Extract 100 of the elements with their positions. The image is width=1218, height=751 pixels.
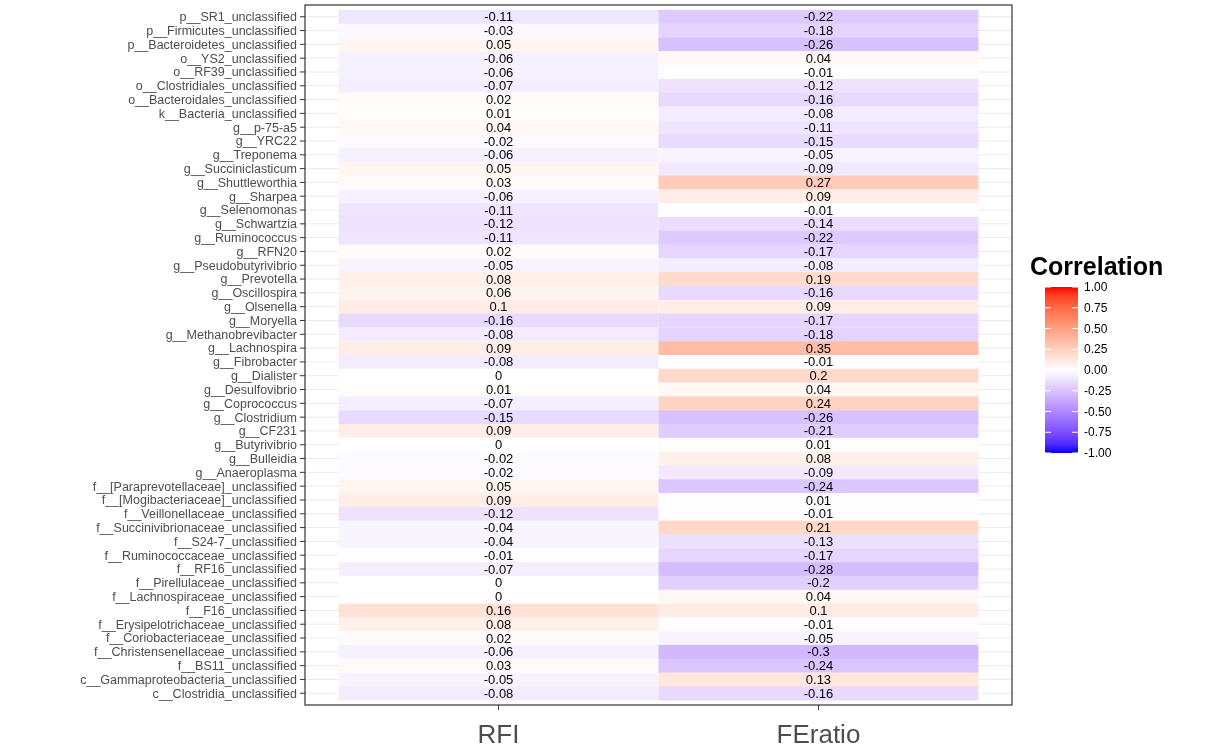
y-tick-label: c__Clostridia_unclassified	[152, 686, 298, 701]
x-tick-label: RFI	[477, 719, 520, 749]
data-label: 0	[494, 575, 503, 591]
data-label: -0.01	[803, 354, 834, 370]
data-label: -0.01	[483, 547, 514, 563]
data-label: -0.08	[483, 354, 514, 370]
data-label: 0.04	[805, 589, 832, 605]
data-label: -0.24	[803, 658, 834, 674]
color-bar-label: 0.00	[1084, 363, 1108, 378]
data-label: -0.26	[803, 36, 834, 52]
data-label: 0.05	[485, 161, 512, 177]
data-label: -0.06	[483, 188, 514, 204]
x-tick-label: FEratio	[776, 719, 861, 749]
y-tick-label: g__Succiniclasticum	[183, 161, 297, 176]
color-bar-label: -0.75	[1084, 425, 1112, 440]
color-bar-label: -0.50	[1084, 404, 1112, 419]
data-label: -0.07	[483, 395, 514, 411]
color-bar-title: Correlation	[1030, 252, 1164, 280]
color-bar-label: 1.00	[1084, 280, 1108, 295]
y-tick-label: o__Bacteroidales_unclassified	[128, 92, 298, 107]
y-tick-label: g__Treponema	[212, 148, 298, 163]
y-tick-label: g__YRC22	[235, 134, 298, 149]
data-label: 0.21	[805, 520, 832, 536]
data-label: -0.22	[803, 230, 834, 246]
data-label: -0.11	[804, 119, 833, 135]
y-tick-label: g__Butyrivibrio	[214, 438, 298, 453]
data-label: -0.11	[484, 9, 513, 25]
y-tick-label: f__Veillonellaceae_unclassified	[123, 507, 298, 522]
y-tick-label: g__Schwartzia	[215, 217, 298, 232]
data-label: -0.15	[803, 133, 834, 149]
y-tick-label: k__Bacteria_unclassified	[158, 106, 298, 121]
data-label: 0.01	[805, 437, 832, 453]
data-label: 0.05	[485, 478, 512, 494]
data-label: -0.01	[803, 202, 834, 218]
data-label: 0.16	[485, 602, 512, 618]
data-label: -0.16	[803, 285, 834, 301]
y-tick-label: g__Methanobrevibacter	[165, 327, 297, 342]
data-label: -0.04	[483, 533, 514, 549]
data-label: -0.03	[483, 23, 514, 39]
data-label: 0.27	[805, 174, 832, 190]
data-label: 0	[494, 437, 503, 453]
y-tick-label: f__Pirellulaceae_unclassified	[135, 576, 298, 591]
data-label: -0.07	[483, 78, 514, 94]
y-tick-label: o__RF39_unclassified	[173, 65, 298, 80]
data-label: -0.12	[803, 78, 834, 94]
data-label: -0.11	[484, 230, 513, 246]
data-label: -0.28	[803, 561, 834, 577]
data-label: 0.05	[485, 36, 512, 52]
data-label: 0.02	[485, 244, 512, 259]
y-tick-label: g__Sharpea	[228, 189, 298, 204]
y-tick-label: g__CF231	[238, 424, 298, 439]
y-tick-label: g__Anaeroplasma	[195, 465, 298, 480]
y-tick-label: f__Christensenellaceae_unclassified	[94, 645, 298, 660]
data-label: -0.02	[483, 464, 514, 480]
data-label: -0.06	[483, 64, 514, 80]
data-label: 0.08	[805, 451, 832, 467]
y-tick-label: g__Coprococcus	[203, 396, 297, 411]
data-label: 0.08	[485, 271, 512, 287]
color-bar-label: 0.25	[1084, 342, 1108, 357]
y-tick-label: f__Succinivibrionaceae_unclassified	[96, 520, 298, 535]
y-tick-label: g__Prevotella	[220, 272, 298, 287]
y-tick-label: g__Moryella	[228, 313, 298, 328]
y-tick-label: g__Shuttleworthia	[196, 175, 298, 190]
data-label: -0.06	[483, 644, 514, 660]
data-label: -0.06	[483, 50, 514, 66]
y-tick-label: g__RFN20	[236, 244, 298, 259]
data-label: -0.16	[803, 685, 834, 701]
data-label: -0.15	[483, 409, 514, 425]
data-label: -0.12	[483, 506, 514, 522]
data-label: -0.3	[807, 644, 830, 660]
data-label: 0.19	[805, 271, 832, 287]
y-tick-label: g__Bulleidia	[228, 451, 298, 466]
y-tick-label: p__SR1_unclassified	[179, 10, 298, 25]
data-label: -0.2	[807, 575, 830, 591]
y-tick-label: g__Olsenella	[224, 300, 298, 315]
data-label: -0.07	[483, 561, 514, 577]
data-label: 0.1	[809, 602, 828, 618]
data-label: -0.11	[484, 202, 513, 218]
data-label: 0	[494, 368, 503, 384]
y-tick-label: p__Firmicutes_unclassified	[146, 23, 298, 38]
data-label: -0.14	[803, 216, 834, 232]
data-label: 0.08	[485, 616, 512, 632]
data-label: 0.01	[805, 492, 832, 508]
data-label: -0.04	[483, 520, 514, 536]
data-label: -0.08	[483, 326, 514, 342]
data-label: 0.09	[485, 492, 512, 508]
data-label: -0.17	[803, 313, 834, 329]
data-label: 0.1	[489, 299, 508, 315]
data-label: -0.16	[483, 313, 514, 329]
data-label: -0.09	[803, 464, 834, 480]
y-tick-label: g__Pseudobutyrivibrio	[173, 258, 298, 273]
data-label: 0.01	[485, 382, 512, 398]
color-bar-label: -1.00	[1084, 446, 1112, 461]
data-label: -0.18	[803, 326, 834, 342]
y-tick-label: g__Desulfovibrio	[203, 382, 298, 397]
data-label: 0.09	[805, 188, 832, 204]
y-tick-label: o__YS2_unclassified	[180, 51, 298, 66]
y-tick-label: p__Bacteroidetes_unclassified	[127, 37, 298, 52]
data-label: 0	[494, 589, 503, 605]
data-label: -0.06	[483, 147, 514, 163]
